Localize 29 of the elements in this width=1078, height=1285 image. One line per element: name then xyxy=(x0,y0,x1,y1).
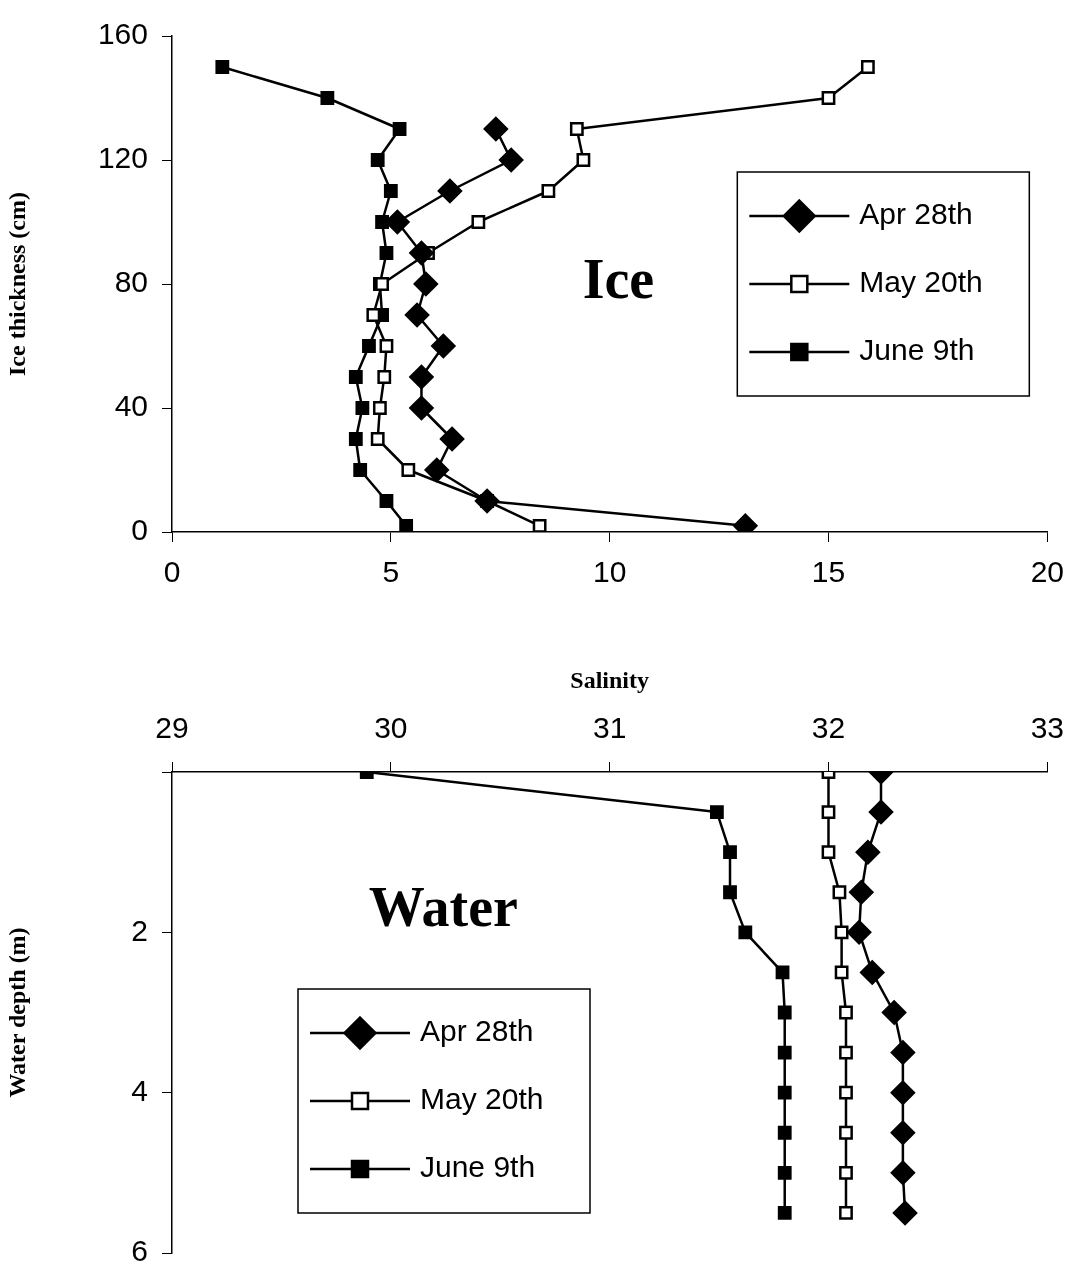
y-tick-label: 2 xyxy=(131,913,148,947)
x-axis-title: Salinity xyxy=(570,666,650,693)
legend-label: Apr 28th xyxy=(859,197,973,231)
y-axis-title: Ice thickness (cm) xyxy=(3,192,30,376)
annotation: Ice xyxy=(582,248,655,311)
annotation: Water xyxy=(368,875,518,938)
y-tick-label: 80 xyxy=(114,265,148,299)
y-tick-label: 0 xyxy=(131,513,148,547)
legend-label: Apr 28th xyxy=(420,1014,534,1048)
x-tick-label: 0 xyxy=(163,555,181,589)
x-tick-label: 5 xyxy=(382,555,400,589)
y-axis-title: Water depth (m) xyxy=(3,927,30,1098)
x-tick-label: 30 xyxy=(374,711,408,745)
x-tick-label: 32 xyxy=(811,711,846,745)
legend-label: June 9th xyxy=(420,1150,536,1184)
x-tick-label: 31 xyxy=(592,711,627,745)
x-tick-label: 10 xyxy=(592,555,627,589)
x-tick-label: 29 xyxy=(155,711,189,745)
legend-label: May 20th xyxy=(859,265,983,299)
y-tick-label: 120 xyxy=(97,141,148,175)
legend-label: May 20th xyxy=(420,1082,544,1116)
x-tick-label: 15 xyxy=(811,555,846,589)
y-tick-label: 160 xyxy=(97,17,148,51)
x-tick-label: 33 xyxy=(1030,711,1064,745)
y-tick-label: 4 xyxy=(131,1073,148,1107)
y-tick-label: 40 xyxy=(114,389,148,423)
x-tick-label: 20 xyxy=(1030,555,1064,589)
y-tick-label: 6 xyxy=(131,1234,148,1268)
legend-label: June 9th xyxy=(859,333,975,367)
